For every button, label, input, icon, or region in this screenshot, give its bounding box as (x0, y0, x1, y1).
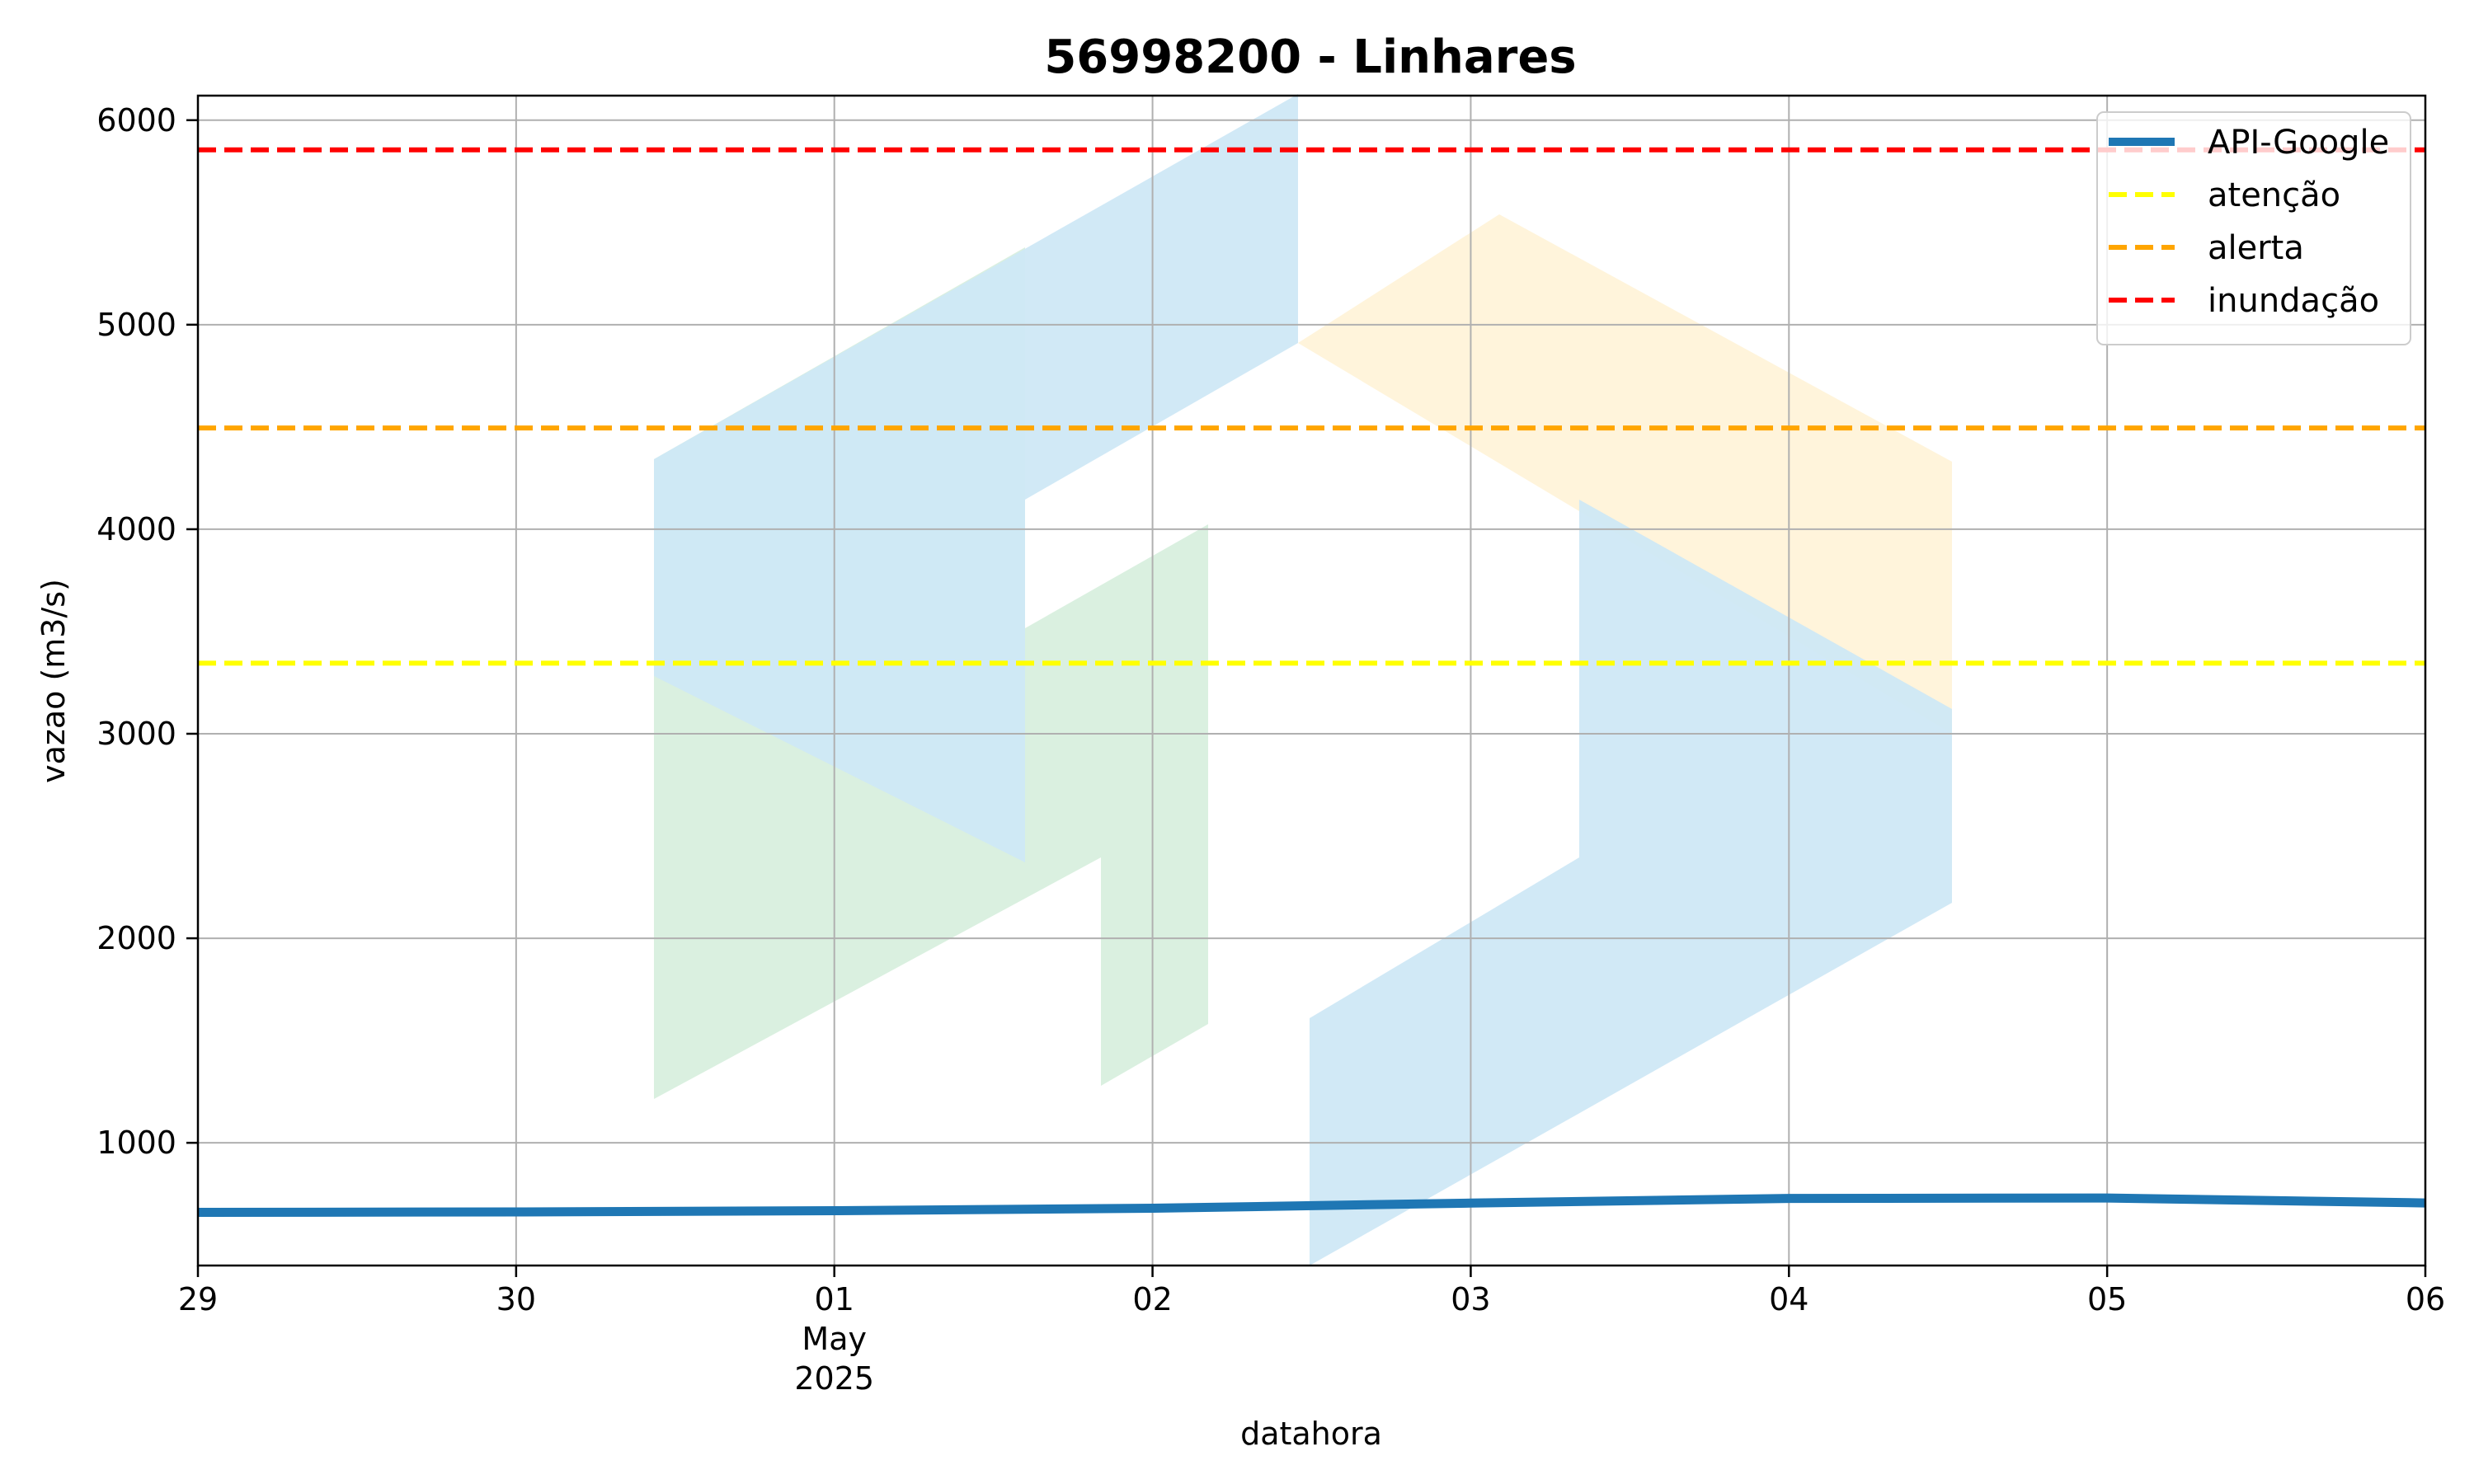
x-tick-label: 29 (178, 1281, 218, 1317)
y-tick-label: 3000 (96, 716, 176, 752)
x-axis-label: datahora (1240, 1416, 1382, 1452)
y-axis-label: vazao (m3/s) (35, 579, 72, 783)
series-line (197, 1193, 2426, 1217)
x-tick-label: 01 (815, 1281, 854, 1317)
chart-title: 56998200 - Linhares (1044, 31, 1576, 84)
x-tick-label: 03 (1451, 1281, 1490, 1317)
watermark-logo (654, 94, 1952, 1266)
plot-frame (196, 94, 2427, 1267)
y-tick-label: 4000 (96, 511, 176, 547)
x-tick-label: 05 (2087, 1281, 2127, 1317)
y-tick-label: 1000 (96, 1125, 176, 1161)
x-tick-label: 02 (1132, 1281, 1172, 1317)
legend-label: alerta (2208, 229, 2304, 267)
y-tick-label: 6000 (96, 102, 176, 139)
threshold-lines (198, 147, 2425, 666)
y-tick-label: 5000 (96, 307, 176, 343)
watermark-shape-blue-upper (654, 94, 1298, 862)
legend-box (2096, 111, 2411, 345)
x-tick-label: 30 (496, 1281, 536, 1317)
x-tick-label: 06 (2406, 1281, 2445, 1317)
legend-label: inundação (2208, 282, 2379, 320)
x-tick-sublabel: 2025 (794, 1360, 874, 1397)
y-tick-label: 2000 (96, 920, 176, 956)
series-lines (197, 1193, 2426, 1217)
legend-label: API-Google (2208, 124, 2389, 162)
x-tick-sublabel: May (802, 1321, 867, 1357)
x-tick-label: 04 (1769, 1281, 1808, 1317)
legend-label: atenção (2208, 176, 2340, 214)
y-axis: 1000 2000 3000 4000 5000 6000 (96, 102, 198, 1161)
legend: API-Google atenção alerta inundação (2096, 111, 2411, 345)
